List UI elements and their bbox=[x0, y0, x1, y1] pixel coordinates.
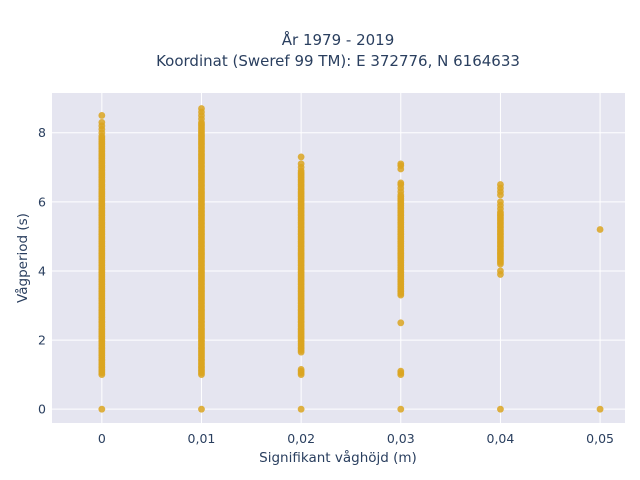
data-point bbox=[497, 405, 504, 413]
data-point bbox=[596, 226, 604, 233]
data-point bbox=[397, 179, 405, 187]
data-point bbox=[297, 160, 305, 168]
data-point bbox=[198, 405, 205, 413]
data-point bbox=[397, 367, 405, 375]
data-point bbox=[98, 112, 106, 119]
data-point bbox=[497, 198, 504, 206]
y-tick-labels: 0 2 4 6 8 bbox=[38, 125, 46, 416]
data-point bbox=[397, 160, 405, 168]
x-tick-label: 0,04 bbox=[487, 431, 515, 446]
data-point bbox=[98, 405, 106, 413]
chart-title-line-2: Koordinat (Sweref 99 TM): E 372776, N 61… bbox=[156, 52, 520, 70]
data-point bbox=[397, 405, 405, 413]
chart-title-line-1: År 1979 - 2019 bbox=[282, 30, 395, 49]
y-tick-label: 8 bbox=[38, 125, 46, 140]
x-tick-label: 0 bbox=[98, 431, 106, 446]
plot-background bbox=[52, 93, 625, 423]
data-point bbox=[497, 267, 504, 275]
y-tick-label: 0 bbox=[38, 402, 46, 417]
data-points bbox=[98, 105, 604, 413]
data-point bbox=[198, 105, 205, 112]
data-point bbox=[397, 319, 405, 327]
data-point bbox=[497, 181, 504, 188]
y-tick-label: 4 bbox=[38, 263, 46, 278]
x-tick-label: 0,02 bbox=[287, 431, 315, 446]
data-point bbox=[297, 366, 305, 373]
y-tick-label: 6 bbox=[38, 194, 46, 209]
x-tick-labels: 0 0,01 0,02 0,03 0,04 0,05 bbox=[98, 431, 614, 446]
data-point bbox=[297, 153, 305, 161]
data-point bbox=[98, 118, 106, 126]
x-axis-title: Signifikant våghöjd (m) bbox=[259, 449, 417, 466]
y-axis-title: Vågperiod (s) bbox=[14, 213, 31, 303]
y-tick-label: 2 bbox=[38, 333, 46, 348]
x-tick-label: 0,03 bbox=[387, 431, 415, 446]
data-point bbox=[596, 405, 604, 413]
x-tick-label: 0,01 bbox=[188, 431, 216, 446]
data-point bbox=[297, 405, 305, 413]
x-tick-label: 0,05 bbox=[586, 431, 614, 446]
